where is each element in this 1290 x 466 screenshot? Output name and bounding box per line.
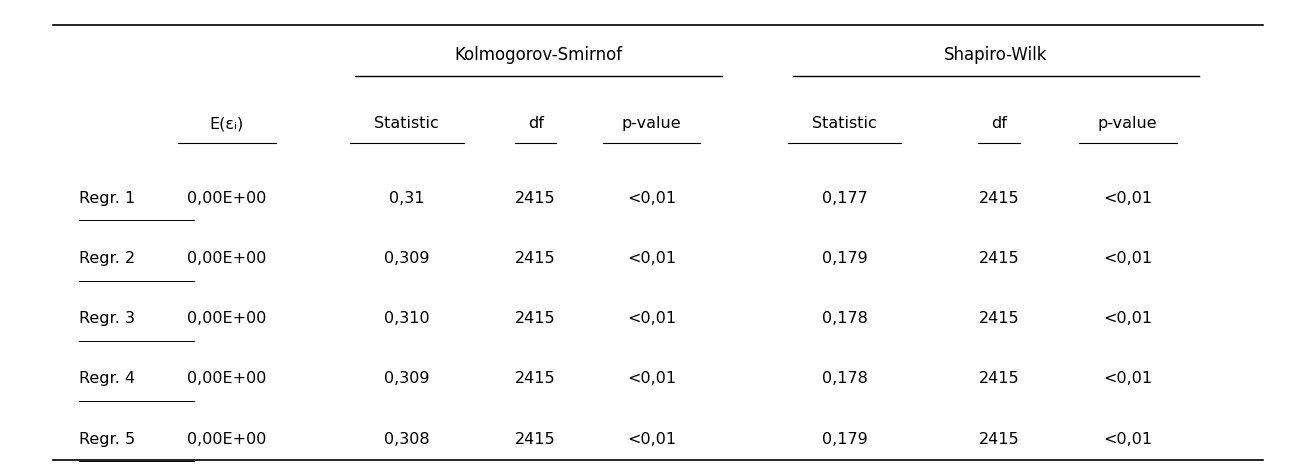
- Text: <0,01: <0,01: [627, 432, 676, 446]
- Text: 2415: 2415: [515, 311, 556, 326]
- Text: <0,01: <0,01: [627, 191, 676, 206]
- Text: 0,178: 0,178: [822, 371, 867, 386]
- Text: 0,00E+00: 0,00E+00: [187, 371, 266, 386]
- Text: 2415: 2415: [515, 191, 556, 206]
- Text: <0,01: <0,01: [1103, 191, 1152, 206]
- Text: Statistic: Statistic: [374, 116, 439, 131]
- Text: 2415: 2415: [979, 191, 1019, 206]
- Text: 0,179: 0,179: [822, 432, 867, 446]
- Text: 2415: 2415: [979, 432, 1019, 446]
- Text: 0,179: 0,179: [822, 251, 867, 266]
- Text: 0,309: 0,309: [384, 251, 430, 266]
- Text: <0,01: <0,01: [627, 251, 676, 266]
- Text: 0,00E+00: 0,00E+00: [187, 251, 266, 266]
- Text: 0,00E+00: 0,00E+00: [187, 432, 266, 446]
- Text: 0,00E+00: 0,00E+00: [187, 311, 266, 326]
- Text: p-value: p-value: [622, 116, 681, 131]
- Text: E(εᵢ): E(εᵢ): [209, 116, 244, 131]
- Text: 2415: 2415: [979, 311, 1019, 326]
- Text: 2415: 2415: [979, 371, 1019, 386]
- Text: Regr. 2: Regr. 2: [79, 251, 134, 266]
- Text: 2415: 2415: [515, 371, 556, 386]
- Text: Kolmogorov-Smirnof: Kolmogorov-Smirnof: [455, 46, 623, 64]
- Text: <0,01: <0,01: [1103, 371, 1152, 386]
- Text: df: df: [528, 116, 543, 131]
- Text: 0,308: 0,308: [384, 432, 430, 446]
- Text: Regr. 4: Regr. 4: [79, 371, 134, 386]
- Text: 2415: 2415: [515, 432, 556, 446]
- Text: p-value: p-value: [1098, 116, 1157, 131]
- Text: <0,01: <0,01: [627, 311, 676, 326]
- Text: Regr. 3: Regr. 3: [79, 311, 134, 326]
- Text: 0,309: 0,309: [384, 371, 430, 386]
- Text: Regr. 1: Regr. 1: [79, 191, 135, 206]
- Text: <0,01: <0,01: [1103, 432, 1152, 446]
- Text: Regr. 5: Regr. 5: [79, 432, 134, 446]
- Text: 0,31: 0,31: [390, 191, 424, 206]
- Text: 0,00E+00: 0,00E+00: [187, 191, 266, 206]
- Text: <0,01: <0,01: [1103, 251, 1152, 266]
- Text: Statistic: Statistic: [813, 116, 877, 131]
- Text: df: df: [991, 116, 1007, 131]
- Text: 0,177: 0,177: [822, 191, 867, 206]
- Text: <0,01: <0,01: [1103, 311, 1152, 326]
- Text: <0,01: <0,01: [627, 371, 676, 386]
- Text: Shapiro-Wilk: Shapiro-Wilk: [944, 46, 1047, 64]
- Text: 2415: 2415: [515, 251, 556, 266]
- Text: 0,178: 0,178: [822, 311, 867, 326]
- Text: 2415: 2415: [979, 251, 1019, 266]
- Text: 0,310: 0,310: [384, 311, 430, 326]
